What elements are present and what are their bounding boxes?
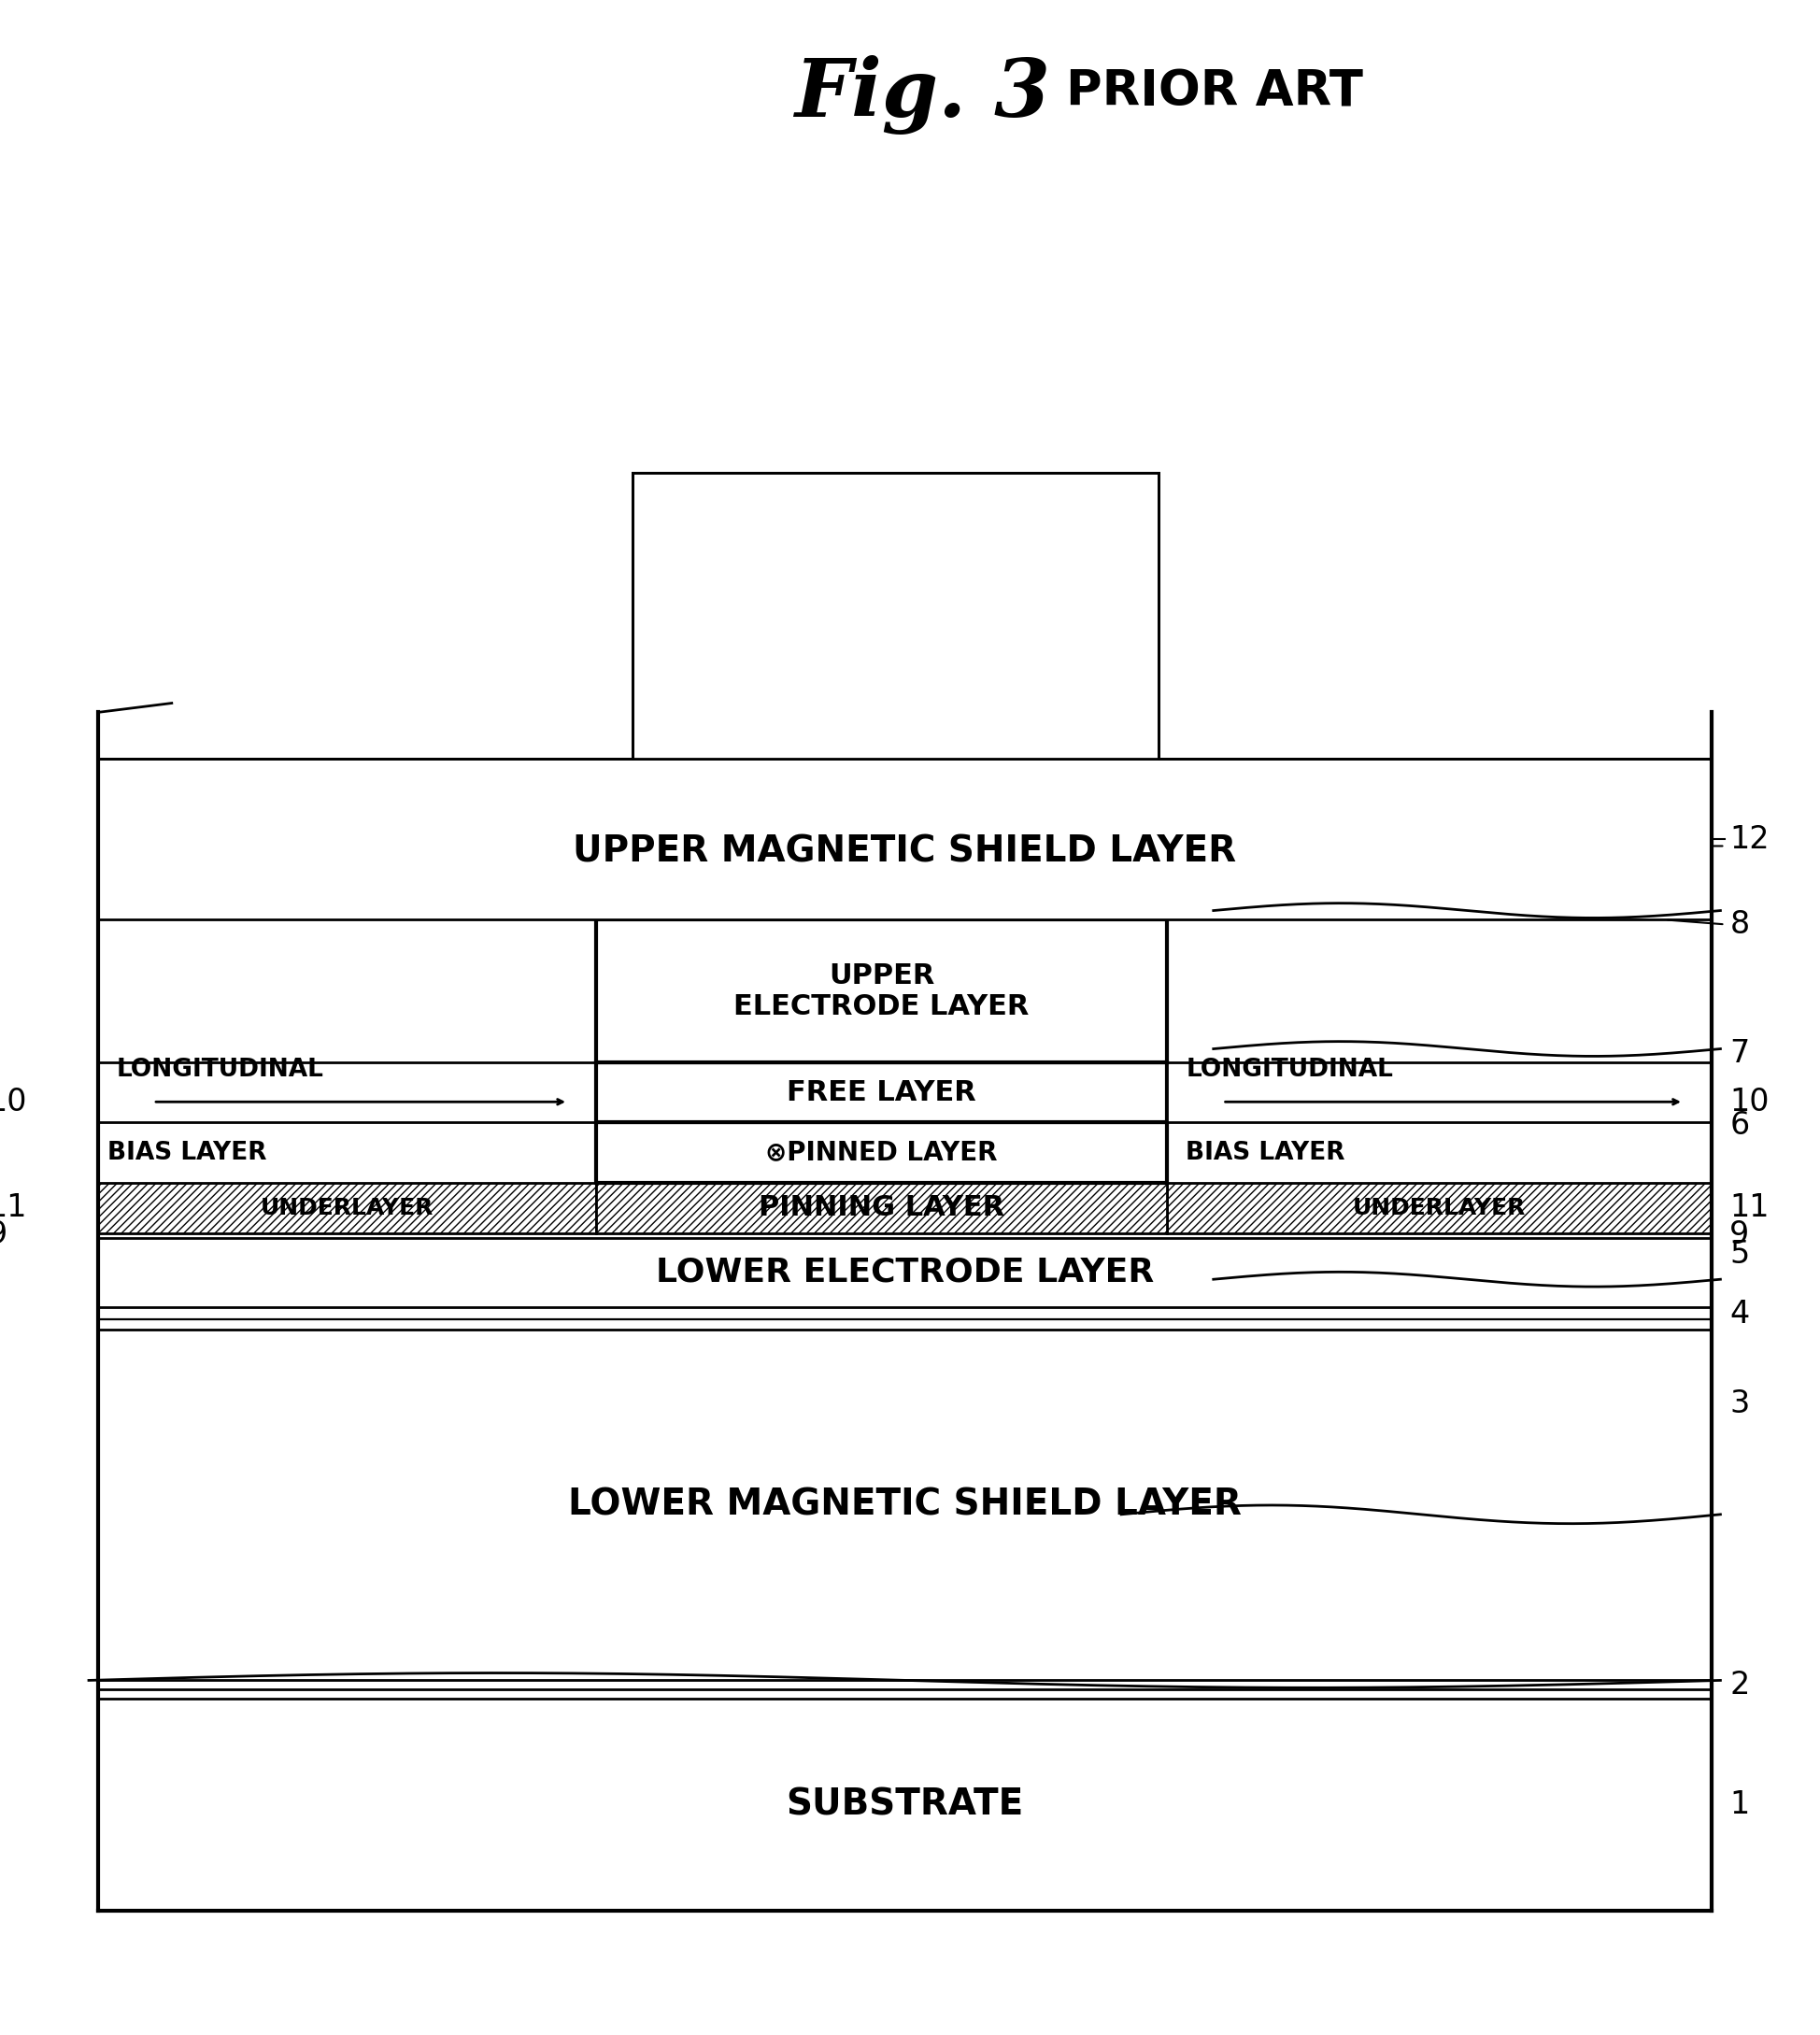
Text: 7: 7 [1729, 1038, 1749, 1068]
Text: 10: 10 [0, 1087, 27, 1117]
Text: 5: 5 [1729, 1239, 1749, 1270]
Text: 10: 10 [1729, 1087, 1769, 1117]
Bar [595, 920, 1167, 1062]
Text: LOWER ELECTRODE LAYER: LOWER ELECTRODE LAYER [655, 1256, 1154, 1288]
Bar [98, 1062, 595, 1123]
Text: LOWER MAGNETIC SHIELD LAYER: LOWER MAGNETIC SHIELD LAYER [568, 1488, 1241, 1522]
Bar [1167, 1182, 1711, 1233]
Text: LONGITUDINAL: LONGITUDINAL [1187, 1058, 1392, 1083]
Text: BIAS LAYER: BIAS LAYER [107, 1140, 266, 1164]
Bar [595, 1182, 1167, 1233]
Bar [98, 1237, 1711, 1306]
Bar [98, 1699, 1711, 1911]
Bar [1167, 1062, 1711, 1123]
Bar [595, 1123, 1167, 1182]
Bar [633, 472, 1158, 759]
Bar [98, 1182, 595, 1233]
Text: LONGITUDINAL: LONGITUDINAL [116, 1058, 324, 1083]
Bar [595, 920, 628, 1062]
Text: 11: 11 [0, 1193, 27, 1223]
Text: UNDERLAYER: UNDERLAYER [260, 1197, 433, 1219]
Bar [98, 759, 1711, 920]
Text: 4: 4 [1729, 1298, 1749, 1329]
Text: 9: 9 [0, 1219, 7, 1249]
Text: PRIOR ART: PRIOR ART [1067, 67, 1363, 116]
Text: SUBSTRATE: SUBSTRATE [786, 1787, 1023, 1823]
Text: FREE LAYER: FREE LAYER [786, 1079, 976, 1107]
Bar [595, 1062, 1167, 1123]
Bar [98, 1331, 1711, 1681]
Text: BIAS LAYER: BIAS LAYER [1187, 1140, 1345, 1164]
Text: 9: 9 [1729, 1219, 1749, 1249]
Text: 3: 3 [1729, 1388, 1749, 1418]
Text: 12: 12 [1729, 824, 1769, 855]
Text: UPPER
ELECTRODE LAYER: UPPER ELECTRODE LAYER [733, 963, 1030, 1020]
Text: 1: 1 [1729, 1789, 1749, 1819]
Text: 2: 2 [1729, 1669, 1749, 1701]
Text: UPPER MAGNETIC SHIELD LAYER: UPPER MAGNETIC SHIELD LAYER [573, 834, 1236, 869]
Text: 11: 11 [1729, 1193, 1769, 1223]
Bar [1136, 920, 1167, 1062]
Text: UNDERLAYER: UNDERLAYER [1352, 1197, 1525, 1219]
Text: Fig. 3: Fig. 3 [794, 55, 1050, 134]
Text: 8: 8 [1729, 910, 1749, 940]
Text: PINNING LAYER: PINNING LAYER [759, 1195, 1005, 1221]
Text: 6: 6 [1729, 1109, 1749, 1142]
Text: ⊗PINNED LAYER: ⊗PINNED LAYER [766, 1140, 997, 1166]
